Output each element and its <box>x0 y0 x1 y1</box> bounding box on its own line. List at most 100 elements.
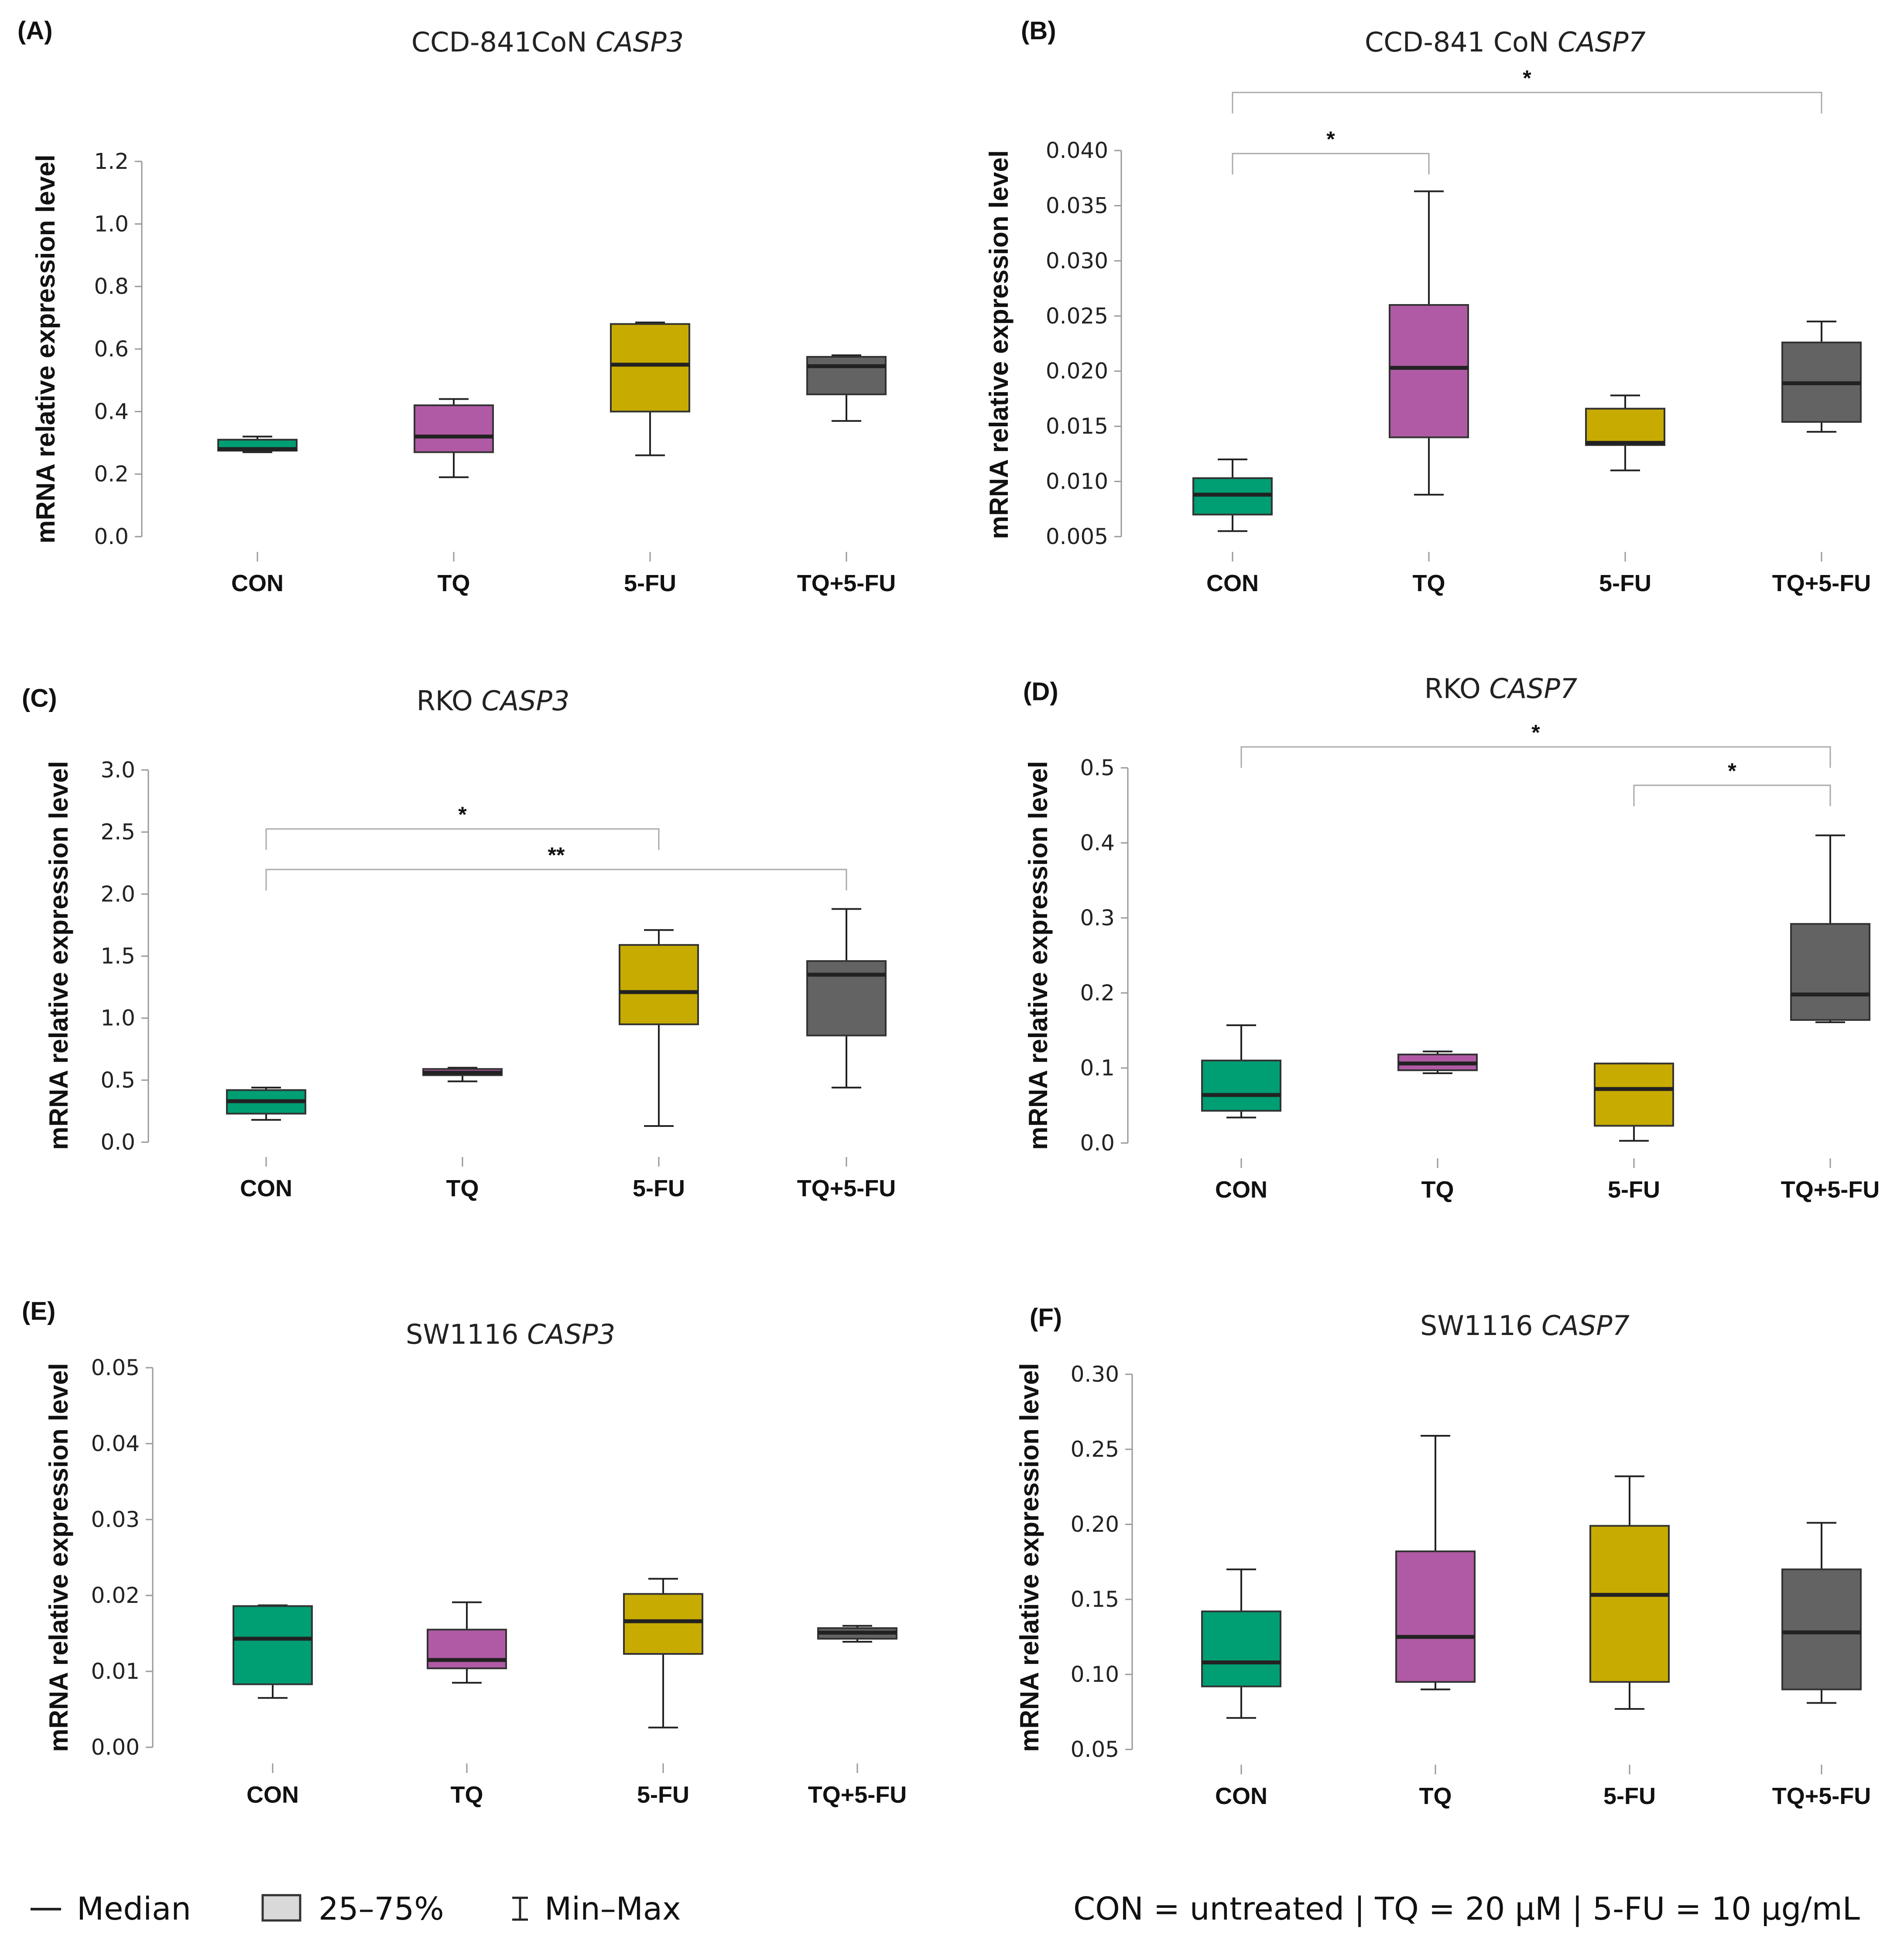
title-gene: CASP3 <box>596 26 684 58</box>
x-tick-label: 5-FU <box>633 1175 685 1201</box>
box-con <box>226 1086 306 1121</box>
title-cell-line: RKO <box>417 685 482 717</box>
iqr-box <box>1589 1525 1670 1683</box>
y-axis-label: mRNA relative expression level <box>1024 761 1053 1150</box>
panel-label: (C) <box>22 684 57 712</box>
bracket-line <box>1633 784 1831 806</box>
iqr-box <box>1781 1568 1862 1691</box>
y-tick-label: 0.03 <box>91 1507 140 1532</box>
panel-title: SW1116 CASP7 <box>1420 1310 1630 1342</box>
y-tick-label: 0.4 <box>1080 830 1115 856</box>
significance-label: ** <box>548 843 565 867</box>
box-5-fu <box>1585 394 1665 472</box>
significance-label: * <box>1728 759 1736 783</box>
panel-c: (C) RKO CASP3 mRNA relative expression lev… <box>22 684 896 1201</box>
panel-title: SW1116 CASP3 <box>406 1318 615 1350</box>
significance-bracket: * <box>1232 66 1822 113</box>
x-tick-label: CON <box>1215 1177 1267 1203</box>
panel-d: (D) RKO CASP7 mRNA relative expression lev… <box>1023 673 1880 1203</box>
y-tick-label: 0.8 <box>94 274 129 299</box>
x-tick-label: TQ+5-FU <box>797 1175 896 1201</box>
title-gene: CASP7 <box>1489 673 1577 705</box>
y-tick-label: 0.0 <box>100 1130 135 1155</box>
box-tq-5-fu <box>1781 1522 1862 1704</box>
significance-bracket: * <box>1232 127 1430 175</box>
title-cell-line: CCD-841 CoN <box>1365 26 1558 58</box>
box-con <box>1201 1568 1281 1719</box>
significance-bracket: * <box>265 802 660 850</box>
legend-iqr-label: 25–75% <box>318 1890 444 1927</box>
y-tick-label: 0.5 <box>100 1068 135 1093</box>
iqr-box <box>619 944 699 1025</box>
x-tick-label: TQ+5-FU <box>808 1782 907 1808</box>
panel-b: (B) CCD-841 CoN CASP7 mRNA relative expres… <box>984 17 1871 596</box>
y-axis-label: mRNA relative expression level <box>44 1363 73 1752</box>
x-tick-label: TQ <box>1419 1783 1452 1809</box>
legend-median-label: Median <box>77 1890 191 1927</box>
y-tick-label: 0.02 <box>91 1583 140 1608</box>
title-gene: CASP7 <box>1558 26 1646 58</box>
box-con <box>217 435 298 453</box>
panel-title: CCD-841CoN CASP3 <box>411 26 684 58</box>
y-tick-label: 0.035 <box>1046 193 1108 218</box>
panel-label: (B) <box>1021 17 1056 45</box>
y-tick-label: 0.25 <box>1071 1437 1119 1462</box>
y-tick-label: 0.5 <box>1080 755 1115 780</box>
bracket-line <box>1240 746 1831 768</box>
panel-e: (E) SW1116 CASP3 mRNA relative expression … <box>22 1297 907 1808</box>
significance-bracket: ** <box>265 843 847 890</box>
y-tick-label: 0.4 <box>94 399 129 424</box>
y-tick-label: 0.015 <box>1046 414 1108 439</box>
title-gene: CASP3 <box>527 1318 615 1350</box>
legend-range-swatch <box>512 1896 528 1921</box>
x-tick-label: CON <box>1206 570 1259 596</box>
box-tq <box>1389 190 1469 496</box>
iqr-box <box>806 356 887 395</box>
box-tq <box>1397 1051 1478 1075</box>
y-tick-label: 1.5 <box>100 944 135 969</box>
x-tick-label: TQ <box>1413 570 1445 596</box>
panels: (A) CCD-841CoN CASP3 mRNA relative express… <box>17 17 1880 1809</box>
significance-label: * <box>458 802 467 827</box>
y-tick-label: 2.5 <box>100 819 135 845</box>
x-tick-label: TQ+5-FU <box>1772 570 1871 596</box>
y-tick-label: 0.04 <box>91 1431 140 1456</box>
y-tick-label: 0.010 <box>1046 469 1108 494</box>
title-gene: CASP3 <box>481 685 569 717</box>
panel-f: (F) SW1116 CASP7 mRNA relative expression … <box>1015 1304 1871 1809</box>
panel-title: RKO CASP7 <box>1425 673 1578 705</box>
y-axis-label: mRNA relative expression level <box>44 761 73 1150</box>
y-tick-label: 0.01 <box>91 1659 140 1684</box>
significance-label: * <box>1523 66 1531 90</box>
x-tick-label: CON <box>240 1175 292 1201</box>
y-tick-label: 0.20 <box>1071 1512 1119 1537</box>
y-tick-label: 0.30 <box>1071 1362 1119 1387</box>
iqr-box <box>1201 1059 1281 1112</box>
panel-label: (E) <box>22 1297 55 1325</box>
iqr-box <box>1790 923 1870 1021</box>
y-axis-label: mRNA relative expression level <box>31 154 60 544</box>
legend-iqr-swatch <box>261 1894 301 1922</box>
box-con <box>233 1604 313 1699</box>
iqr-box <box>623 1593 703 1655</box>
y-tick-label: 3.0 <box>100 757 135 783</box>
y-tick-label: 0.030 <box>1046 248 1108 274</box>
box-5-fu <box>610 322 690 456</box>
significance-label: * <box>1326 127 1335 151</box>
x-tick-label: TQ <box>1421 1177 1454 1203</box>
x-tick-label: TQ+5-FU <box>797 570 896 596</box>
y-tick-label: 1.0 <box>94 211 129 236</box>
panel-label: (F) <box>1030 1304 1062 1332</box>
y-tick-label: 0.3 <box>1080 905 1115 931</box>
y-tick-label: 0.6 <box>94 336 129 362</box>
iqr-box <box>610 323 690 413</box>
x-tick-label: CON <box>231 570 284 596</box>
x-tick-label: 5-FU <box>1599 570 1651 596</box>
x-tick-label: 5-FU <box>1608 1177 1660 1203</box>
significance-bracket: * <box>1240 720 1831 768</box>
panel-title: CCD-841 CoN CASP7 <box>1365 26 1646 58</box>
x-tick-label: TQ <box>451 1782 483 1808</box>
bracket-line <box>1232 153 1430 175</box>
y-axis-label: mRNA relative expression level <box>984 150 1014 539</box>
x-tick-label: TQ+5-FU <box>1772 1783 1871 1809</box>
